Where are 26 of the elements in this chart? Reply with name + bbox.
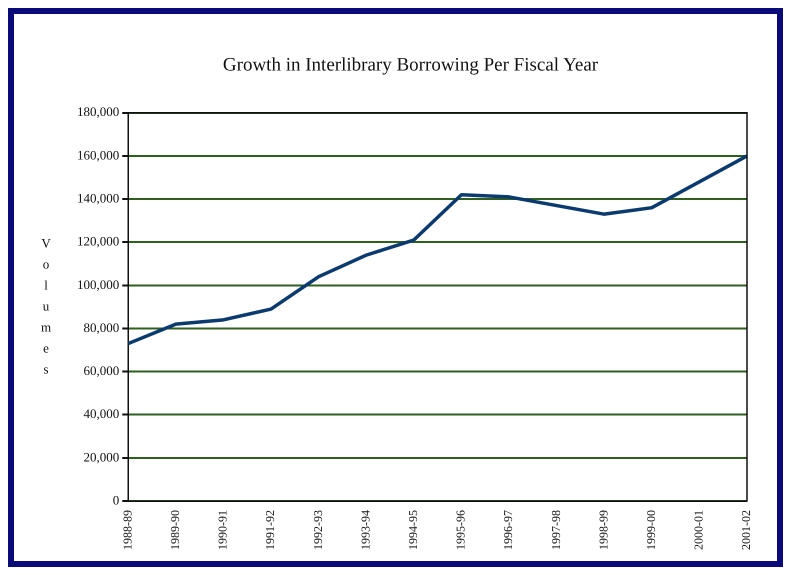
y-axis-title: Volumes [40,235,52,376]
y-tick-label: 0 [112,492,120,508]
x-tick-label: 1991-92 [263,510,278,550]
y-tick-label: 20,000 [84,449,120,464]
x-tick-label: 1996-97 [501,510,516,550]
x-tick-label: 1990-91 [216,510,230,550]
x-tick-label: 1999-00 [644,510,658,550]
x-tick-label: 1997-98 [548,510,563,550]
x-tick-label: 1995-96 [454,510,468,550]
y-tick-label: 60,000 [84,363,120,378]
y-tick-label: 180,000 [77,104,120,120]
y-tick-label: 120,000 [77,234,120,249]
x-tick-label: 1988-89 [120,510,134,550]
x-tick-label: 1998-99 [596,510,610,550]
y-tick-label: 80,000 [84,320,120,335]
y-tick-label: 140,000 [77,190,120,206]
x-tick-label: 1994-95 [406,510,420,550]
chart-title: Growth in Interlibrary Borrowing Per Fiscal Year [222,54,599,76]
x-tick-label: 1992-93 [310,510,325,550]
x-tick-label: 2001-02 [739,510,754,550]
x-tick-label: 1989-90 [168,510,182,550]
y-tick-label: 160,000 [77,147,120,162]
x-tick-label: 2000-01 [692,510,706,550]
y-tick-label: 40,000 [84,406,120,422]
x-tick-label: 1993-94 [358,510,372,550]
y-tick-label: 100,000 [77,276,120,292]
